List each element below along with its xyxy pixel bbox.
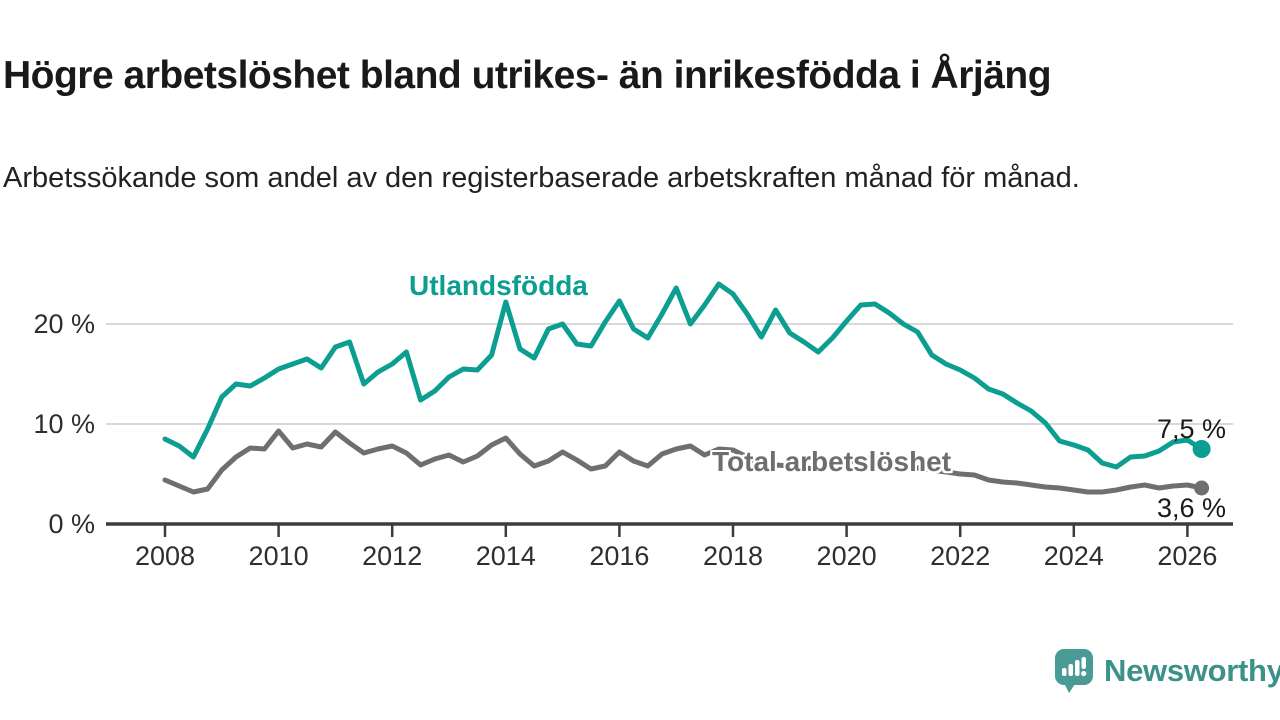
end-dot-utlandsfodda	[1192, 440, 1211, 458]
y-tick-label: 10 %	[33, 409, 95, 439]
series-label-utlandsfodda: Utlandsfödda	[409, 270, 588, 301]
y-tick-label: 20 %	[33, 309, 95, 339]
page-subtitle: Arbetssökande som andel av den registerb…	[3, 162, 1080, 194]
x-tick-label: 2014	[475, 541, 536, 571]
x-tick-label: 2018	[702, 541, 764, 571]
page-title: Högre arbetslöshet bland utrikes- än inr…	[3, 54, 1052, 98]
x-tick-label: 2012	[362, 541, 423, 571]
end-value-label-utlandsfodda: 7,5 %	[1156, 414, 1226, 444]
end-value-label-total: 3,6 %	[1156, 493, 1226, 523]
newsworthy-logo-icon	[1055, 649, 1093, 693]
newsworthy-logo: Newsworthy	[1054, 648, 1280, 694]
x-tick-label: 2026	[1157, 541, 1218, 571]
y-tick-label: 0 %	[48, 509, 95, 539]
x-tick-label: 2016	[589, 541, 650, 571]
x-tick-label: 2020	[816, 541, 877, 571]
series-line-total	[162, 428, 1205, 495]
series-label-total-arbetsloshet: Total arbetslöshet	[712, 446, 952, 477]
x-tick-label: 2008	[134, 541, 196, 571]
newsworthy-logo-text: Newsworthy	[1104, 653, 1280, 688]
x-tick-label: 2022	[930, 541, 991, 571]
x-tick-label: 2024	[1043, 541, 1104, 571]
series-line-utlandsfodda	[162, 281, 1205, 470]
x-tick-label: 2010	[248, 541, 309, 571]
end-dot-total	[1194, 480, 1210, 496]
